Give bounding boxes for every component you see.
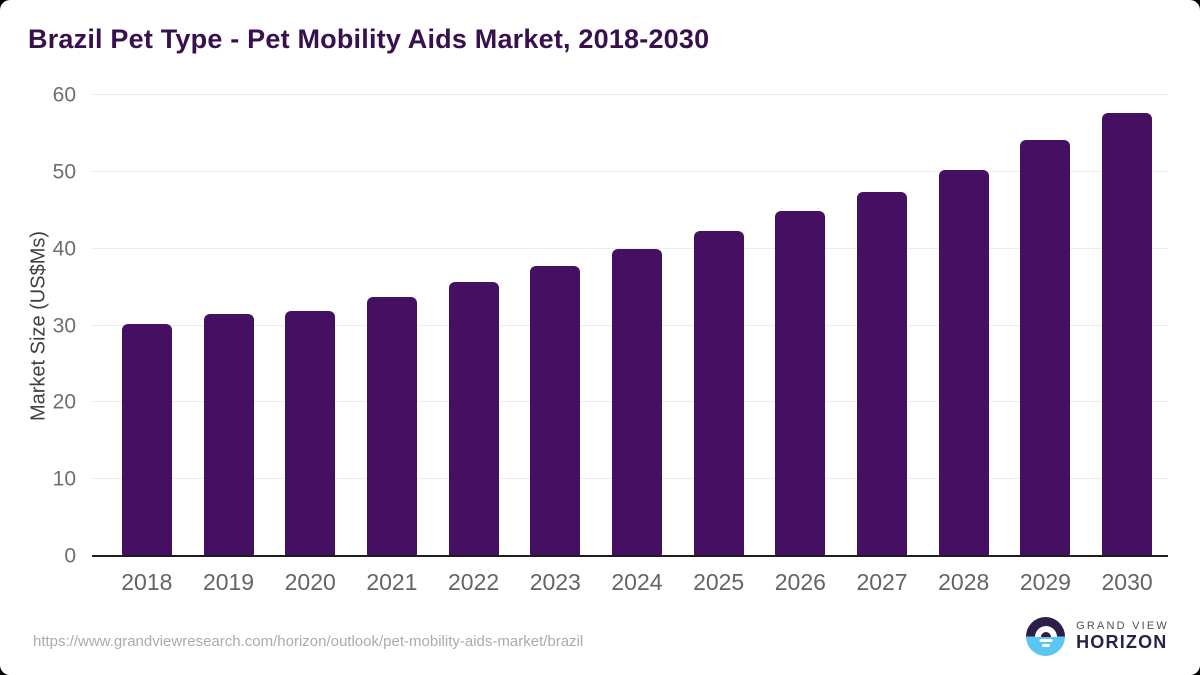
x-tick-label: 2026 [774, 569, 826, 595]
gridline [92, 170, 1168, 172]
bar-slot [1005, 95, 1087, 556]
bar-slot [760, 95, 842, 556]
x-tick-label: 2022 [448, 569, 500, 595]
plot-area [92, 94, 1168, 557]
y-tick-label: 60 [52, 83, 76, 107]
bar-2026 [775, 211, 826, 556]
bar-slot [433, 95, 515, 556]
y-tick-label: 0 [64, 544, 76, 568]
y-tick-label: 10 [52, 467, 76, 491]
x-axis-line [92, 555, 1168, 557]
bar-2020 [285, 310, 336, 556]
y-tick-label: 30 [52, 314, 76, 337]
gridline [92, 94, 1168, 95]
gridline [92, 247, 1168, 249]
bar-slot [514, 95, 596, 556]
bar-slot [269, 95, 351, 556]
source-url: https://www.grandviewresearch.com/horizo… [33, 633, 584, 650]
x-tick-label: 2030 [1101, 569, 1153, 595]
bar-2022 [448, 282, 499, 556]
x-tick-label: 2029 [1019, 569, 1071, 595]
x-tick-label: 2020 [284, 569, 336, 595]
bars-container [92, 95, 1168, 556]
brand-logo: GRAND VIEW HORIZON [1026, 617, 1169, 656]
x-tick-label: 2023 [529, 569, 581, 595]
x-tick-label: 2021 [366, 569, 418, 595]
y-tick-label: 20 [52, 390, 76, 414]
bar-2025 [693, 231, 744, 556]
bar-slot [1086, 95, 1168, 556]
x-axis-tick-labels: 2018 2019 2020 2021 2022 2023 2024 2025 2026 2027… [92, 568, 1168, 596]
bar-slot [596, 95, 678, 556]
y-tick-label: 50 [52, 160, 76, 184]
x-tick-label: 2028 [938, 569, 990, 595]
brand-line2: HORIZON [1076, 632, 1168, 653]
bar-2028 [938, 170, 989, 556]
bar-2023 [530, 265, 581, 556]
bar-slot [841, 95, 923, 556]
x-tick-label: 2027 [856, 569, 908, 595]
bar-2029 [1020, 139, 1071, 556]
chart-title: Brazil Pet Type - Pet Mobility Aids Mark… [28, 24, 710, 54]
brand-line1: GRAND VIEW [1076, 619, 1169, 632]
bar-2024 [611, 248, 662, 556]
x-tick-label: 2025 [693, 569, 745, 595]
x-tick-label: 2018 [121, 569, 173, 595]
bar-slot [923, 95, 1005, 556]
x-tick-label: 2019 [202, 569, 255, 595]
bar-2021 [366, 297, 417, 556]
bar-slot [106, 95, 188, 556]
brand-logo-text: GRAND VIEW HORIZON [1076, 620, 1169, 653]
bar-2019 [203, 313, 254, 556]
y-tick-label: 40 [52, 237, 76, 261]
bar-2018 [121, 323, 172, 556]
x-tick-label: 2024 [611, 569, 663, 595]
bar-slot [678, 95, 760, 556]
horizon-sun-icon [1026, 617, 1066, 656]
bar-slot [188, 95, 270, 556]
bar-2027 [857, 191, 908, 556]
bar-slot [351, 95, 433, 556]
y-axis-tick-labels: 0 10 20 30 40 50 60 [0, 85, 84, 567]
bar-2030 [1102, 113, 1153, 556]
